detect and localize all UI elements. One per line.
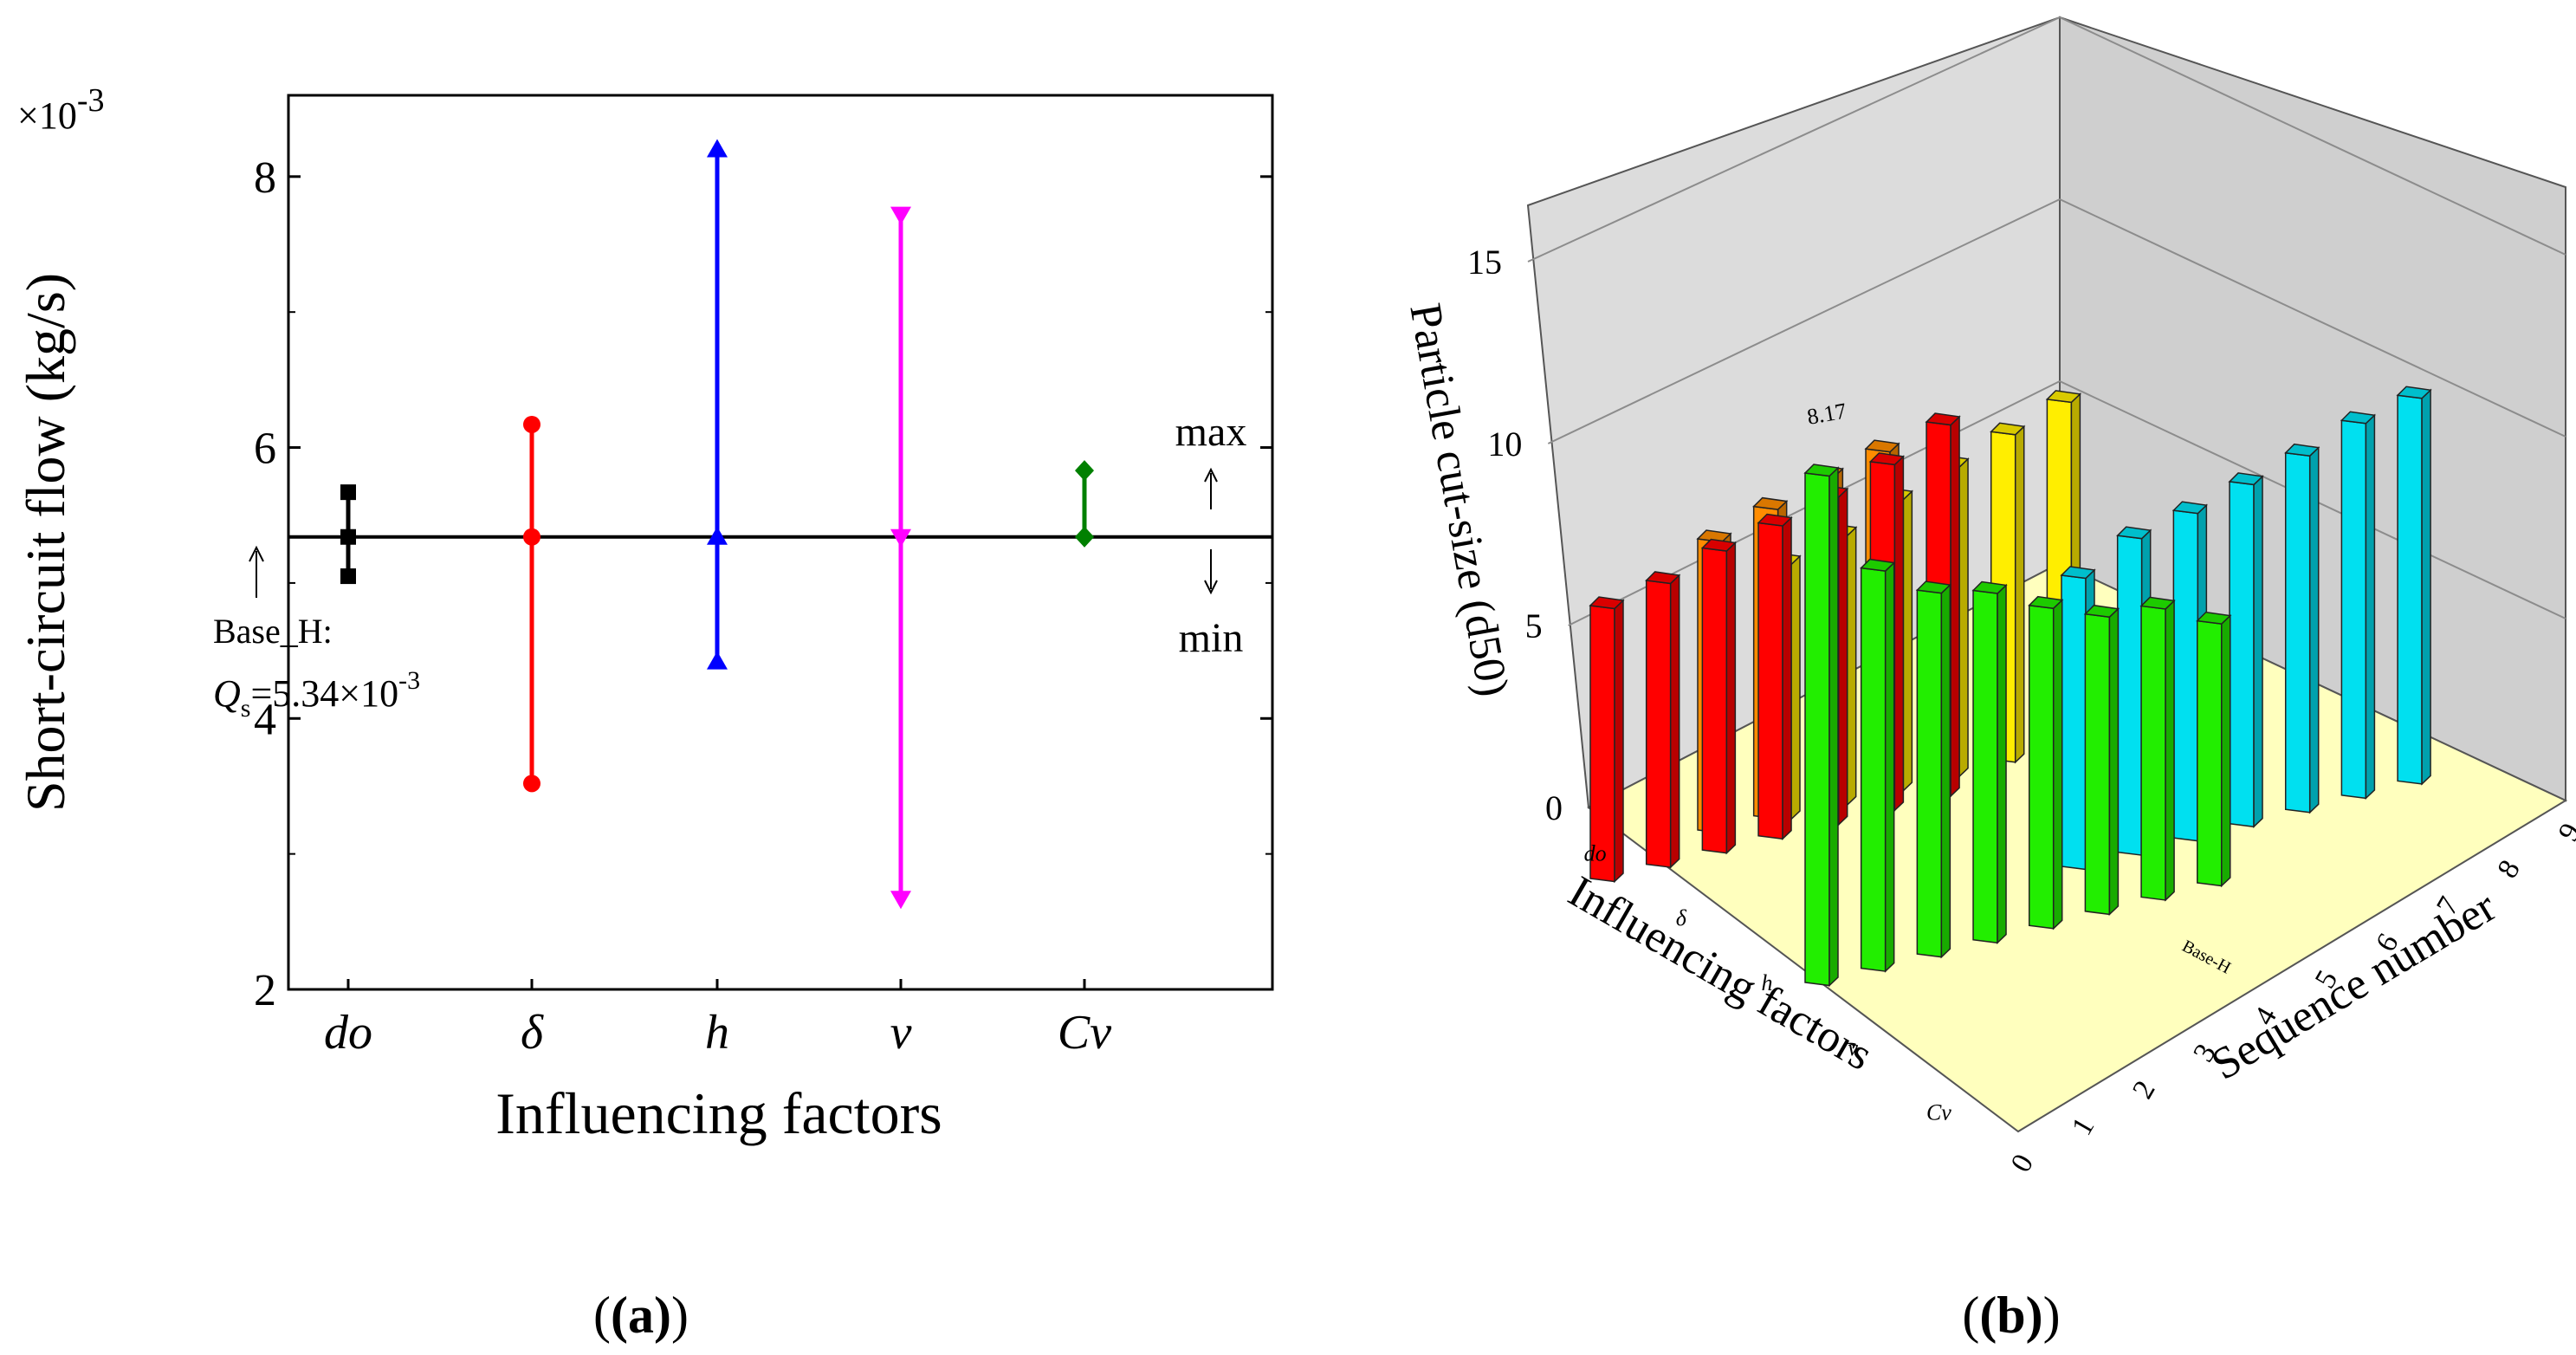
min-arrow-head [1204, 580, 1218, 595]
range-chart: 2 4 6 8 do δ h v Cv ×10-3 Short-circuit flow (k… [15, 82, 1274, 1344]
min-marker [523, 775, 540, 793]
grid-line-right [2059, 198, 2566, 438]
factor-tick-label: h [1762, 970, 1773, 995]
max-marker [707, 139, 728, 158]
grid-line-left [1527, 16, 2061, 263]
base-marker [890, 528, 911, 548]
z-tick-label: 15 [1467, 243, 1502, 282]
base-arrow-head [249, 545, 264, 562]
max-marker [523, 415, 540, 433]
min-marker [890, 891, 911, 910]
y-tick-label: 6 [254, 425, 276, 474]
x-tick-label: h [705, 1006, 729, 1060]
y-tick-label: 8 [254, 153, 276, 203]
bar [2340, 411, 2377, 801]
sequence-tick-label: 2 [2126, 1075, 2162, 1104]
grid-line-left [1547, 198, 2061, 444]
bar [1700, 538, 1737, 855]
panel-label-a: ((a)) [593, 1287, 689, 1344]
factor-tick-label: δ [1676, 905, 1687, 930]
y-multiplier: ×10-3 [17, 82, 104, 137]
sequence-tick-label: 1 [2066, 1112, 2101, 1141]
y-tick-label: 4 [254, 695, 276, 744]
base-marker [340, 528, 356, 545]
bar [2139, 596, 2176, 902]
z-tick-label: 0 [1545, 788, 1563, 827]
x-tick-label: v [890, 1006, 912, 1060]
bar [1757, 513, 1793, 840]
bar [1589, 596, 1625, 884]
max-marker [890, 206, 911, 225]
x-tick-label: δ [521, 1006, 544, 1060]
z-tick-label: 5 [1525, 606, 1543, 645]
z-tick-label: 10 [1487, 425, 1522, 464]
bar [1645, 571, 1681, 869]
bar [1860, 558, 1896, 973]
factor-tick-label: Cv [1926, 1100, 1951, 1125]
bar [2083, 604, 2120, 917]
bar [2284, 443, 2320, 814]
base-marker [523, 528, 540, 546]
base-label: Base_H: [213, 612, 333, 651]
sequence-tick-label: 8 [2491, 855, 2527, 884]
sequence-tick-label: 0 [2005, 1149, 2041, 1177]
sequence-tick-label: 9 [2553, 818, 2576, 846]
y-tick-label: 2 [254, 966, 276, 1015]
bar [1971, 580, 2008, 944]
bar [2196, 611, 2232, 888]
min-marker [707, 651, 728, 670]
range-marks: do δ h v Cv [288, 139, 1272, 1060]
panel-label-b: ((b)) [1962, 1287, 2060, 1344]
bar [2028, 595, 2064, 930]
grid-line-right [2059, 16, 2566, 256]
base-marker [707, 526, 728, 545]
max-arrow-head [1204, 467, 1218, 483]
min-marker [340, 568, 356, 585]
max-marker [340, 484, 356, 501]
y-axis: 2 4 6 8 [254, 153, 1272, 1015]
z-axis-label: Particle cut-size (d50) [1400, 300, 1518, 700]
bar [1803, 464, 1840, 988]
bar [2396, 386, 2432, 786]
max-marker [1075, 460, 1094, 482]
x-axis-label: Influencing factors [495, 1080, 942, 1146]
y-axis-label: Short-circuit flow (kg/s) [15, 273, 76, 812]
bar [1915, 580, 1951, 959]
bars [1589, 386, 2432, 988]
x-tick-label: do [324, 1006, 372, 1060]
factor-tick-label: v [1848, 1035, 1858, 1060]
base-q-annotation: Qs=5.34×10-3 [213, 666, 420, 723]
x-tick-label: Cv [1058, 1006, 1111, 1060]
max-label: max [1175, 409, 1247, 455]
bar [2228, 472, 2264, 828]
factor-tick-label: do [1584, 840, 1607, 866]
plot-frame [287, 94, 1274, 991]
min-label: min [1179, 615, 1244, 661]
min-marker [1075, 526, 1094, 548]
